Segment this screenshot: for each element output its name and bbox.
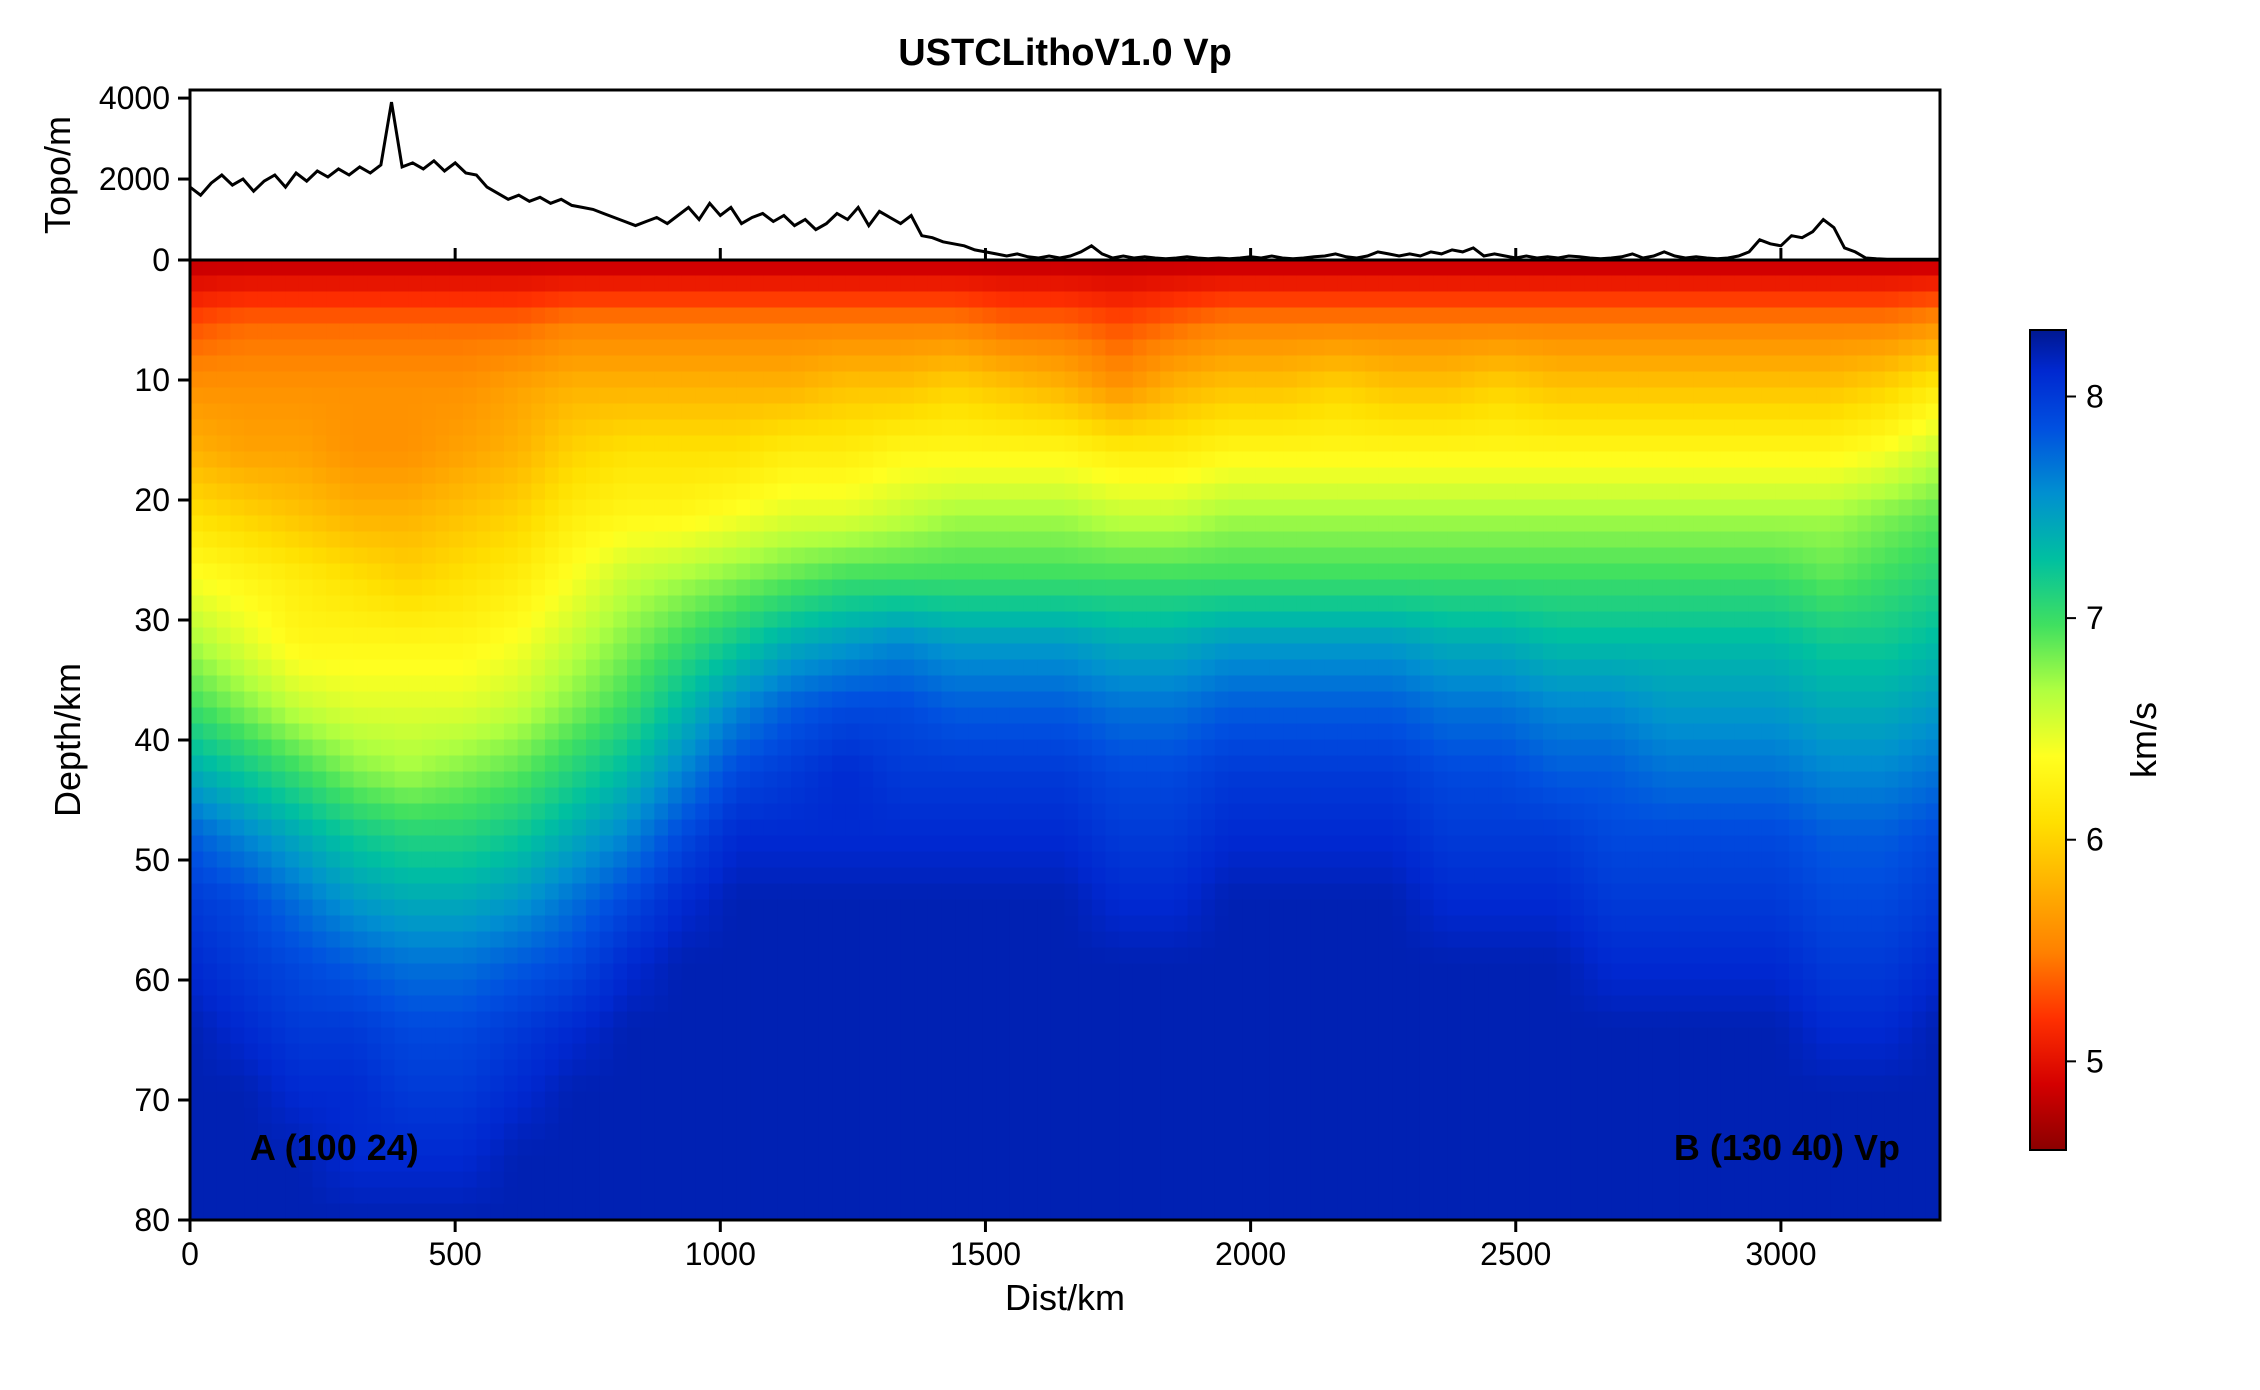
velocity-heatmap [190,260,1941,1221]
topo-frame [190,90,1940,260]
topo-line [190,102,1940,259]
depth-xtick: 1500 [950,1236,1021,1272]
colorbar-label: km/s [2123,702,2164,778]
colorbar-tick: 7 [2086,600,2104,636]
depth-xtick: 2000 [1215,1236,1286,1272]
depth-ytick: 10 [134,362,170,398]
chart-container: USTCLithoV1.0 Vp 0 2000 4000 Topo/m 10 20 30 40 5… [20,20,2240,1370]
colorbar [2030,330,2066,1150]
annotation-left: A (100 24) [250,1127,419,1168]
depth-xtick: 500 [428,1236,481,1272]
topo-ylabel: Topo/m [37,116,78,234]
depth-ytick: 20 [134,482,170,518]
colorbar-tick: 6 [2086,822,2104,858]
chart-title: USTCLithoV1.0 Vp [898,32,1232,74]
depth-ytick: 80 [134,1202,170,1238]
depth-xlabel: Dist/km [1005,1277,1125,1318]
depth-ytick: 30 [134,602,170,638]
depth-ytick: 60 [134,962,170,998]
depth-xtick: 1000 [685,1236,756,1272]
depth-ytick: 70 [134,1082,170,1118]
topo-ytick: 4000 [99,80,170,116]
topo-ytick: 0 [152,242,170,278]
chart-svg: USTCLithoV1.0 Vp 0 2000 4000 Topo/m 10 20 30 40 5… [20,20,2240,1370]
depth-ytick: 40 [134,722,170,758]
depth-ytick: 50 [134,842,170,878]
depth-ylabel: Depth/km [47,663,88,817]
colorbar-tick: 8 [2086,378,2104,414]
depth-xtick: 0 [181,1236,199,1272]
topo-ytick: 2000 [99,161,170,197]
depth-xtick: 3000 [1745,1236,1816,1272]
depth-xtick: 2500 [1480,1236,1551,1272]
annotation-right: B (130 40) Vp [1674,1127,1900,1168]
colorbar-tick: 5 [2086,1043,2104,1079]
